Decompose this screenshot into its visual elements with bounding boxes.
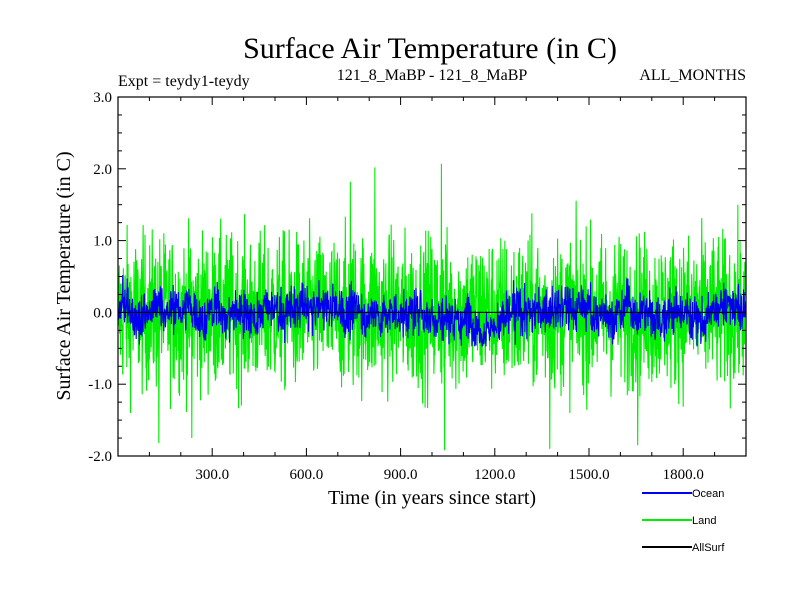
x-tick-label: 600.0 [290, 467, 324, 483]
y-tick-label: -1.0 [88, 377, 112, 393]
y-tick-label: -2.0 [88, 449, 112, 465]
experiment-label: Expt = teydy1-teydy [118, 73, 250, 90]
legend: Ocean Land AllSurf [642, 488, 725, 554]
x-tick-label: 1800.0 [663, 467, 704, 483]
months-label: ALL_MONTHS [639, 67, 746, 84]
y-tick-label: 1.0 [93, 234, 112, 250]
x-tick-label: 300.0 [195, 467, 229, 483]
y-tick-label: 2.0 [93, 162, 112, 178]
x-tick-labels: 300.0 600.0 900.0 1200.0 1500.0 1800.0 [195, 467, 704, 483]
x-tick-label: 900.0 [384, 467, 418, 483]
period-label: 121_8_MaBP - 121_8_MaBP [337, 67, 528, 84]
y-tick-labels: -2.0 -1.0 0.0 1.0 2.0 3.0 [88, 90, 112, 465]
legend-label-allsurf: AllSurf [692, 542, 725, 554]
axis-ticks [117, 96, 747, 457]
y-axis-label: Surface Air Temperature (in C) [53, 151, 75, 400]
y-tick-label: 3.0 [93, 90, 112, 106]
x-axis-label: Time (in years since start) [328, 487, 536, 509]
x-tick-label: 1500.0 [568, 467, 609, 483]
series-layer [118, 163, 746, 451]
legend-label-ocean: Ocean [692, 488, 724, 500]
chart-title: Surface Air Temperature (in C) [243, 32, 617, 65]
legend-label-land: Land [692, 515, 716, 527]
plot-area [117, 96, 747, 457]
y-tick-label: 0.0 [93, 305, 112, 321]
series-line-land [118, 163, 746, 451]
x-tick-label: 1200.0 [474, 467, 515, 483]
